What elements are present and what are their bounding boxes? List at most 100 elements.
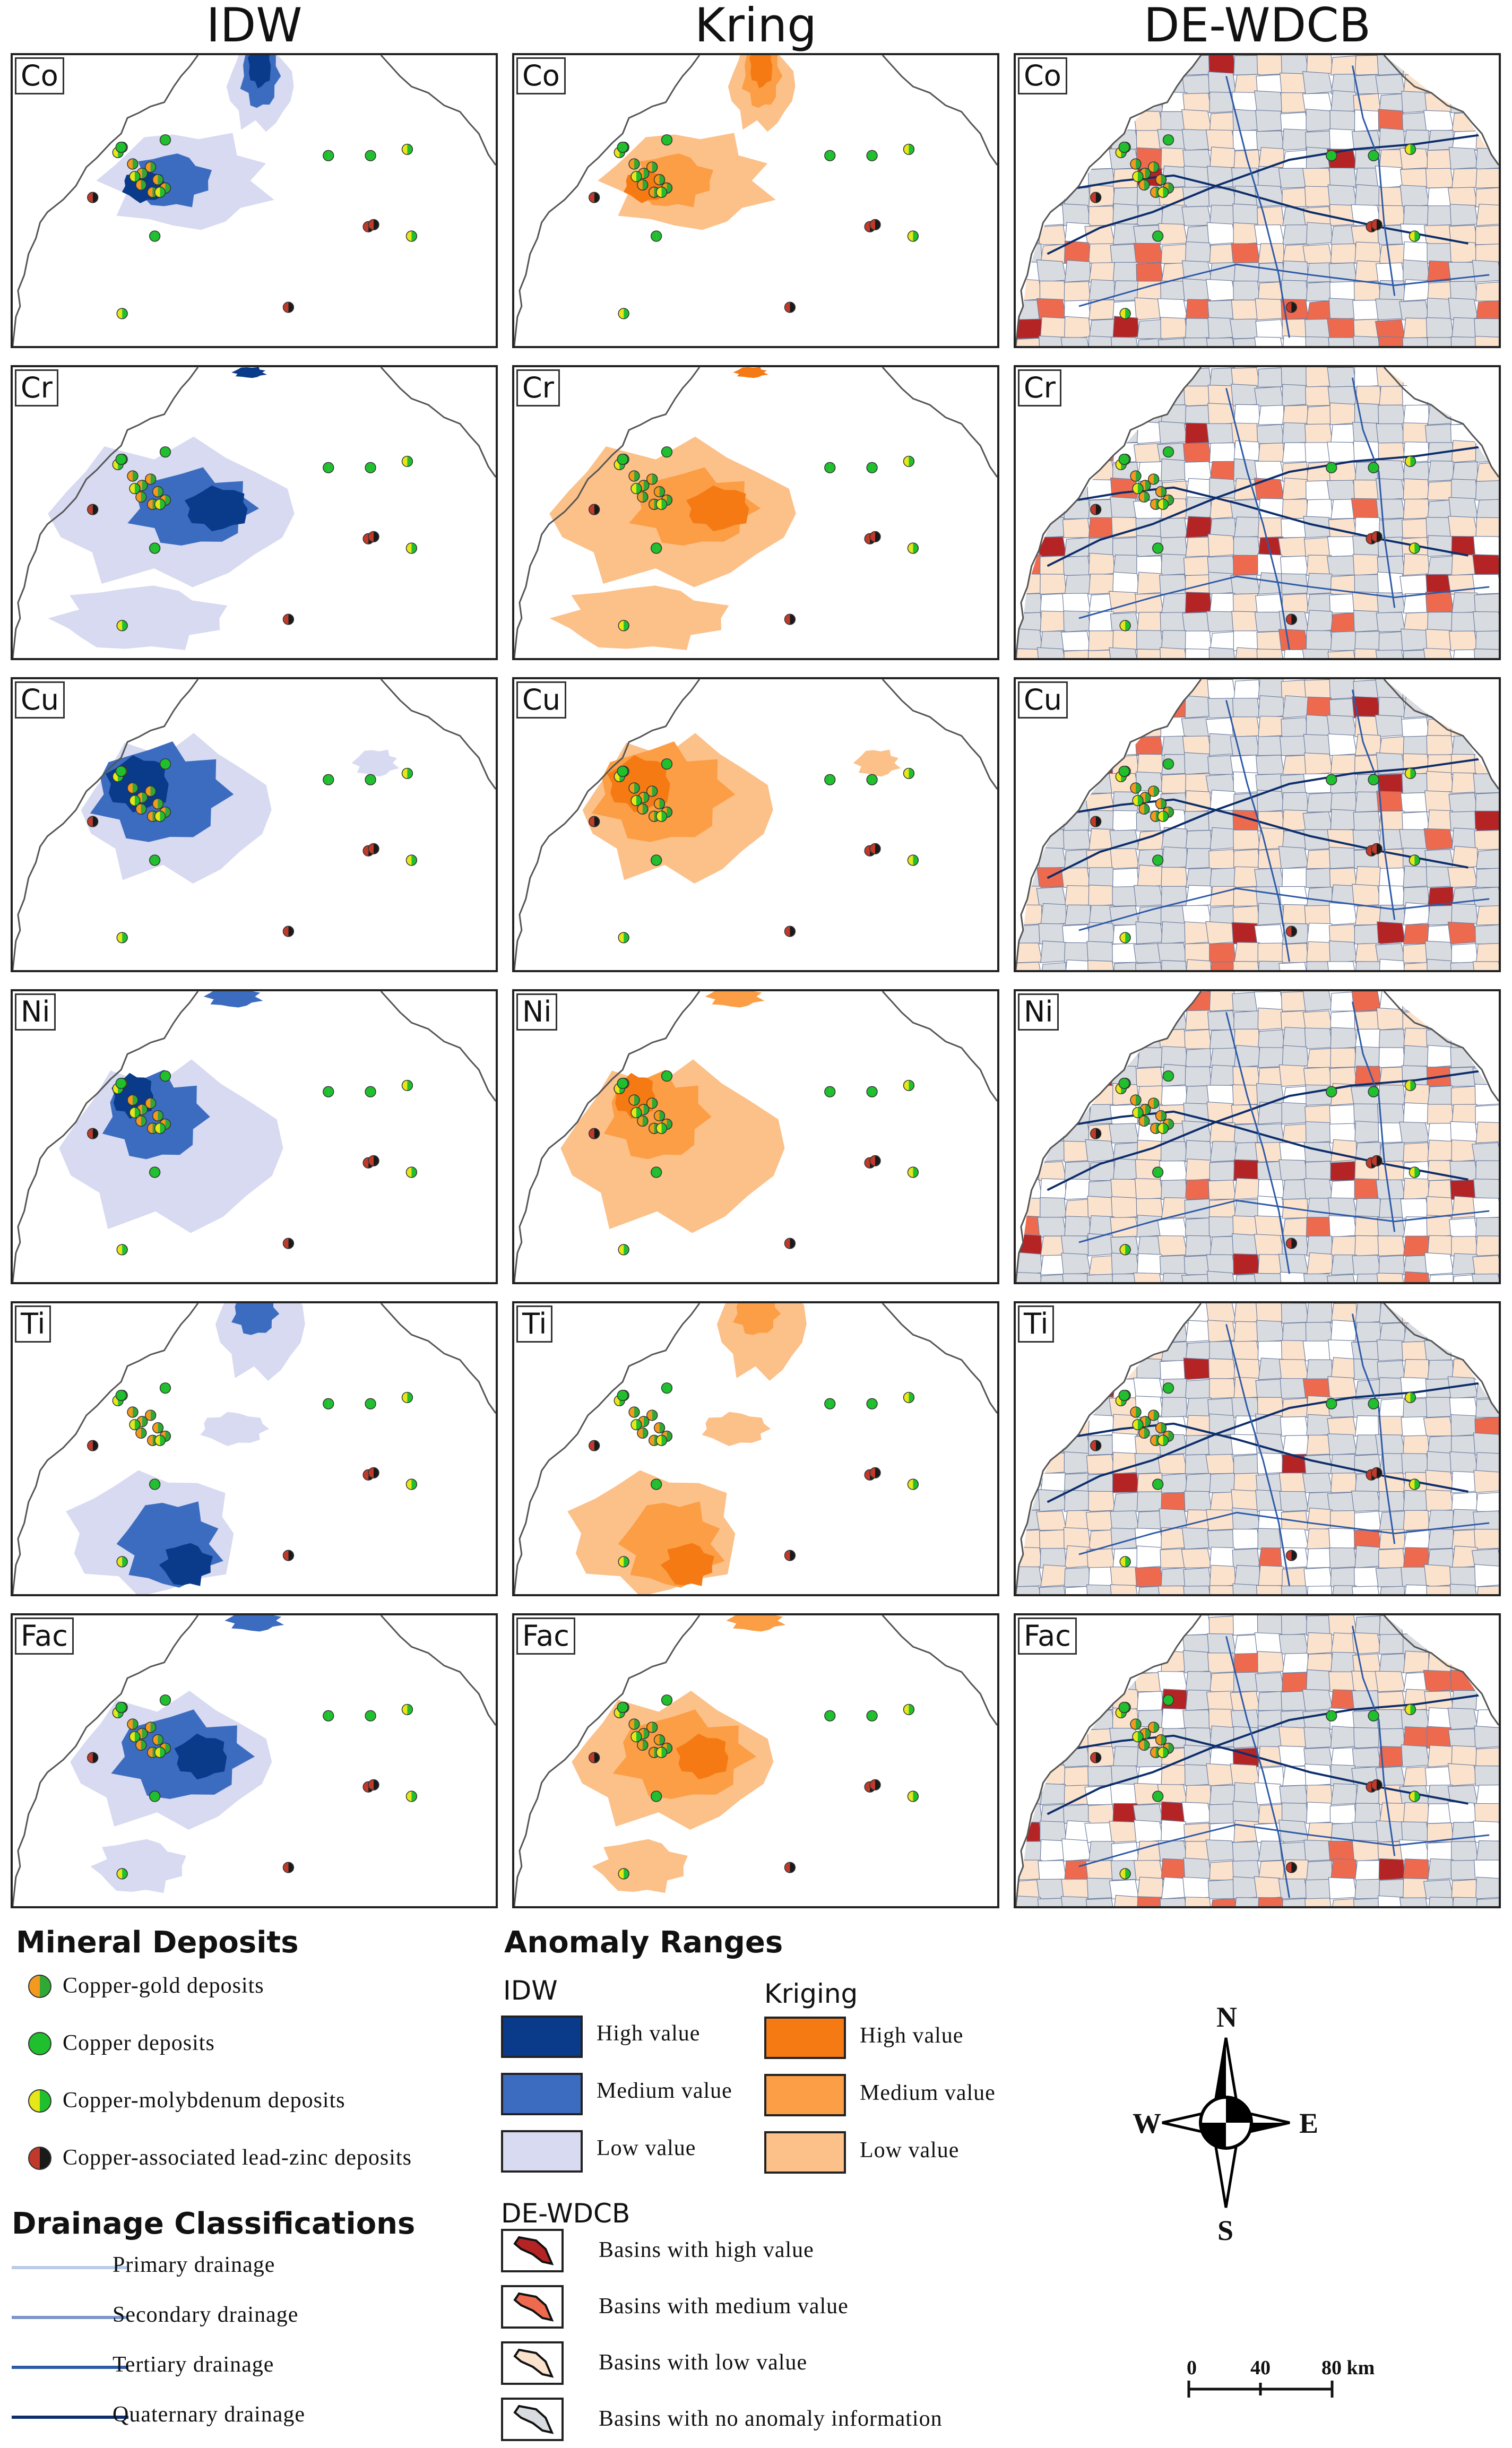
basin xyxy=(1282,187,1309,207)
basin xyxy=(1137,864,1164,888)
basin xyxy=(1375,679,1406,700)
basin xyxy=(1306,1802,1333,1824)
basin xyxy=(1205,921,1237,945)
basin xyxy=(1302,1689,1333,1711)
basin xyxy=(1209,1803,1237,1824)
deposit-marker xyxy=(784,1862,796,1873)
basin xyxy=(1353,1727,1381,1749)
basin xyxy=(1280,1416,1309,1437)
basin xyxy=(1086,1584,1116,1594)
basin xyxy=(1379,386,1406,406)
basin xyxy=(1208,1216,1237,1238)
basin xyxy=(1087,1804,1116,1824)
basin xyxy=(1038,166,1067,188)
basin xyxy=(1233,1274,1260,1282)
basin xyxy=(1306,792,1333,812)
basin xyxy=(1354,866,1381,888)
basin xyxy=(1475,517,1499,538)
deposit-marker xyxy=(149,1790,161,1802)
river-line xyxy=(1047,1380,1490,1503)
basin xyxy=(1475,1121,1499,1144)
deposit-marker xyxy=(159,446,171,458)
basin xyxy=(1403,1045,1430,1068)
deposit-marker xyxy=(1138,179,1150,191)
basin xyxy=(1474,335,1499,346)
basin xyxy=(1112,1615,1139,1636)
basin xyxy=(1016,1803,1043,1824)
basin-legend-label: Basins with low value xyxy=(599,2350,808,2375)
element-label: Fac xyxy=(516,1617,575,1655)
basin xyxy=(1040,754,1067,775)
deposit-marker xyxy=(87,1128,99,1139)
deposit-marker xyxy=(159,134,171,146)
map-panel-dewdcb-cr: Cr xyxy=(1014,365,1501,660)
basin xyxy=(1330,1357,1357,1380)
basin xyxy=(1185,1785,1212,1805)
basin xyxy=(1111,1196,1139,1219)
basin xyxy=(1378,1084,1406,1106)
basin xyxy=(1233,536,1260,557)
basin xyxy=(1449,204,1479,226)
basin xyxy=(1135,1567,1164,1587)
basin xyxy=(1208,71,1237,94)
basin xyxy=(1088,1529,1115,1550)
basin xyxy=(1064,1451,1091,1474)
basin xyxy=(1475,441,1499,463)
basin xyxy=(1473,648,1499,658)
basin xyxy=(1282,1653,1309,1674)
basin xyxy=(1377,773,1406,794)
basin xyxy=(1161,367,1188,388)
basin xyxy=(1161,1085,1188,1106)
basin xyxy=(1302,991,1333,1012)
west-boundary xyxy=(514,55,701,346)
basin xyxy=(1112,316,1139,339)
basin xyxy=(1016,112,1043,132)
deposit-marker xyxy=(1132,483,1144,495)
deposit-marker xyxy=(1404,767,1416,780)
basin xyxy=(1016,1489,1043,1512)
drainage-legend-label: Tertiary drainage xyxy=(113,2352,274,2377)
basin xyxy=(1278,629,1309,651)
basin xyxy=(1330,612,1357,633)
basin xyxy=(1450,697,1479,719)
basin xyxy=(1254,336,1285,346)
basin xyxy=(1064,316,1091,339)
basin xyxy=(1209,1065,1236,1087)
deposit-marker xyxy=(617,141,628,153)
deposit-legend-label: Copper-molybdenum deposits xyxy=(63,2088,345,2113)
map-panel-kriging-cu: Cu xyxy=(512,677,999,972)
basin xyxy=(1403,1858,1430,1881)
deposit-marker xyxy=(617,765,628,777)
basin xyxy=(1278,537,1309,557)
basin xyxy=(1282,404,1309,426)
basin xyxy=(1136,262,1164,283)
idw-anomaly-zone xyxy=(231,1303,280,1335)
basin xyxy=(1134,991,1164,1012)
deposit-marker xyxy=(1155,798,1167,810)
basin xyxy=(1016,1688,1043,1711)
basin xyxy=(1330,809,1357,832)
deposit-marker xyxy=(655,1746,668,1758)
basin xyxy=(1427,717,1454,738)
basin xyxy=(1403,650,1430,658)
basin xyxy=(1330,1898,1357,1906)
deposit-marker xyxy=(1162,758,1174,770)
deposit-marker xyxy=(638,480,650,491)
basin xyxy=(1476,905,1499,925)
basin xyxy=(1330,1027,1357,1050)
basin xyxy=(1403,1102,1430,1124)
basin xyxy=(1327,536,1358,557)
basin xyxy=(1064,1586,1091,1594)
basin xyxy=(1159,1303,1188,1324)
basin xyxy=(1354,184,1381,207)
basin xyxy=(1328,1877,1358,1899)
basin xyxy=(1255,1413,1285,1437)
basin xyxy=(1086,941,1116,963)
basin xyxy=(1109,647,1139,658)
basin xyxy=(1182,1876,1212,1899)
basin xyxy=(1354,1235,1381,1257)
basin xyxy=(1354,55,1381,76)
basin xyxy=(1476,1047,1499,1068)
basin xyxy=(1257,367,1285,388)
basin xyxy=(1306,1822,1333,1843)
